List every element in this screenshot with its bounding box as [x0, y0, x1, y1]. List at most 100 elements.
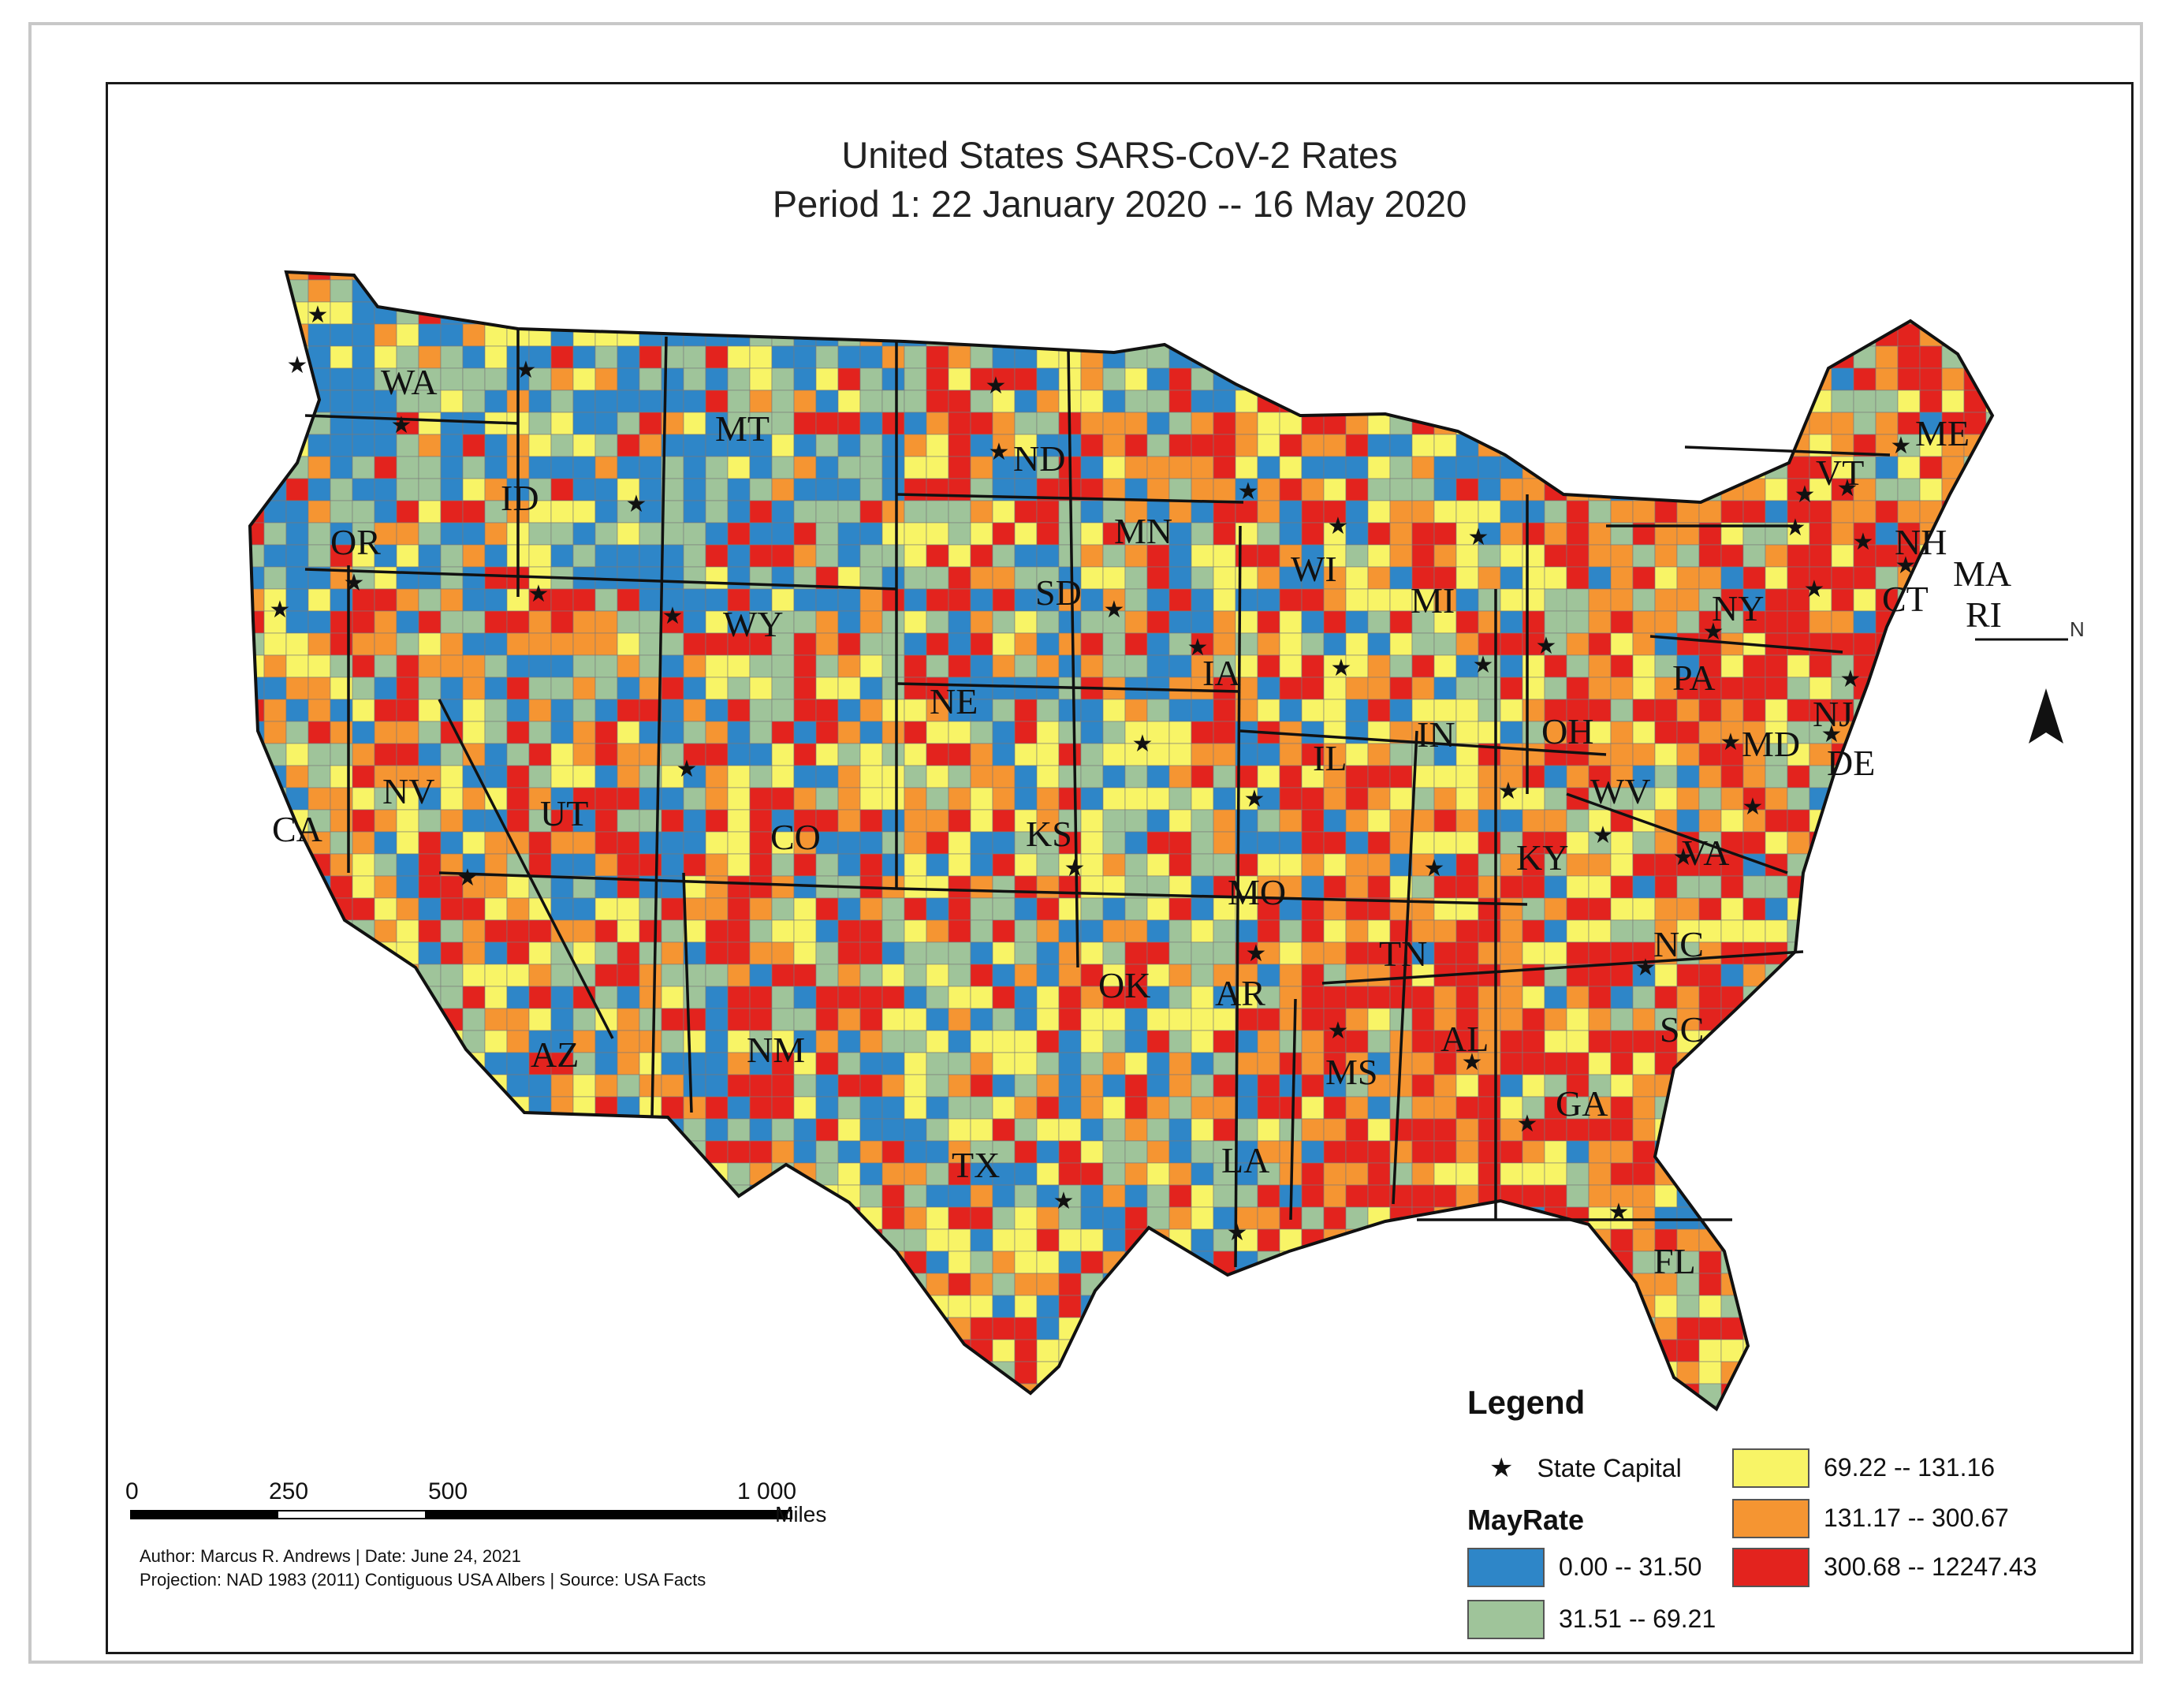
county-cell: [1323, 272, 1347, 281]
county-cell: [572, 677, 596, 700]
county-cell: [572, 1317, 596, 1340]
county-cell: [2008, 920, 2030, 942]
county-cell: [793, 1295, 817, 1318]
county-cell: [1676, 301, 1700, 325]
county-cell: [1963, 632, 1987, 656]
county-cell: [1235, 1383, 1258, 1407]
county-cell: [815, 721, 839, 744]
county-cell: [1036, 1295, 1060, 1318]
county-cell: [881, 500, 905, 524]
county-cell: [1168, 1251, 1192, 1274]
county-cell: [396, 522, 419, 546]
county-cell: [285, 941, 309, 965]
county-cell: [1257, 964, 1280, 987]
county-cell: [594, 809, 618, 833]
county-cell: [837, 1251, 861, 1274]
county-cell: [1742, 1030, 1766, 1053]
county-cell: [683, 897, 706, 921]
county-cell: [1455, 1162, 1479, 1186]
county-cell: [1411, 434, 1435, 457]
county-cell: [1301, 1339, 1325, 1362]
county-cell: [1345, 1361, 1369, 1385]
county-cell: [749, 721, 773, 744]
county-cell: [1853, 566, 1877, 590]
county-cell: [793, 1361, 817, 1385]
county-cell: [572, 390, 596, 413]
county-cell: [1985, 964, 1992, 987]
county-cell: [307, 323, 331, 347]
county-cell: [1213, 853, 1236, 877]
county-cell: [1367, 279, 1391, 303]
county-cell: [1566, 522, 1590, 546]
county-cell: [1831, 1251, 1854, 1274]
county-cell: [970, 743, 993, 766]
capital-star-icon: ★: [1673, 844, 1694, 871]
county-cell: [1146, 544, 1170, 568]
county-cell: [705, 1317, 729, 1340]
county-cell: [683, 301, 706, 325]
county-cell: [1257, 941, 1280, 965]
county-cell: [418, 1295, 442, 1318]
county-cell: [1787, 809, 1810, 833]
county-cell: [1168, 272, 1192, 281]
county-cell: [484, 301, 508, 325]
county-cell: [418, 654, 442, 678]
county-cell: [1742, 412, 1766, 435]
county-cell: [859, 831, 883, 855]
county-cell: [484, 1162, 508, 1186]
county-cell: [1897, 1162, 1921, 1186]
county-cell: [617, 1383, 640, 1407]
county-cell: [374, 1273, 397, 1296]
county-cell: [1897, 1317, 1921, 1340]
county-cell: [859, 1140, 883, 1164]
county-cell: [1500, 588, 1523, 612]
county-cell: [1566, 919, 1590, 943]
county-cell: [418, 1162, 442, 1186]
county-cell: [926, 544, 949, 568]
county-cell: [926, 522, 949, 546]
county-cell: [263, 434, 287, 457]
capital-star-icon: ★: [1462, 1049, 1483, 1076]
county-cell: [793, 279, 817, 303]
county-cell: [250, 787, 265, 811]
county-cell: [1279, 964, 1303, 987]
county-cell: [1301, 1140, 1325, 1164]
county-cell: [1146, 743, 1170, 766]
county-cell: [1919, 1405, 1943, 1409]
county-cell: [904, 1228, 927, 1252]
county-cell: [639, 412, 662, 435]
county-cell: [1367, 588, 1391, 612]
county-cell: [263, 272, 287, 281]
county-cell: [904, 272, 927, 281]
county-cell: [1191, 412, 1214, 435]
county-cell: [1036, 566, 1060, 590]
county-cell: [1632, 1030, 1656, 1053]
county-cell: [1102, 1383, 1126, 1407]
county-cell: [1146, 367, 1170, 391]
county-cell: [1124, 654, 1148, 678]
county-cell: [1080, 831, 1104, 855]
county-cell: [683, 1052, 706, 1075]
county-cell: [1279, 677, 1303, 700]
county-cell: [683, 1184, 706, 1208]
county-cell: [352, 809, 375, 833]
legend-class-label: 300.68 -- 12247.43: [1824, 1552, 2037, 1581]
county-cell: [815, 522, 839, 546]
county-cell: [572, 1030, 596, 1053]
county-cell: [881, 272, 905, 281]
county-cell: [1544, 1162, 1567, 1186]
county-cell: [1698, 390, 1722, 413]
county-cell: [705, 279, 729, 303]
county-cell: [1588, 1074, 1612, 1098]
county-cell: [1897, 1052, 1921, 1075]
county-cell: [1875, 1228, 1899, 1252]
county-cell: [550, 301, 574, 325]
county-cell: [639, 279, 662, 303]
county-cell: [1411, 544, 1435, 568]
county-cell: [1985, 743, 1992, 766]
county-cell: [1036, 787, 1060, 811]
projection-source-credit: Projection: NAD 1983 (2011) Contiguous U…: [140, 1570, 706, 1590]
county-cell: [594, 588, 618, 612]
county-cell: [307, 1030, 331, 1053]
county-cell: [307, 1206, 331, 1230]
